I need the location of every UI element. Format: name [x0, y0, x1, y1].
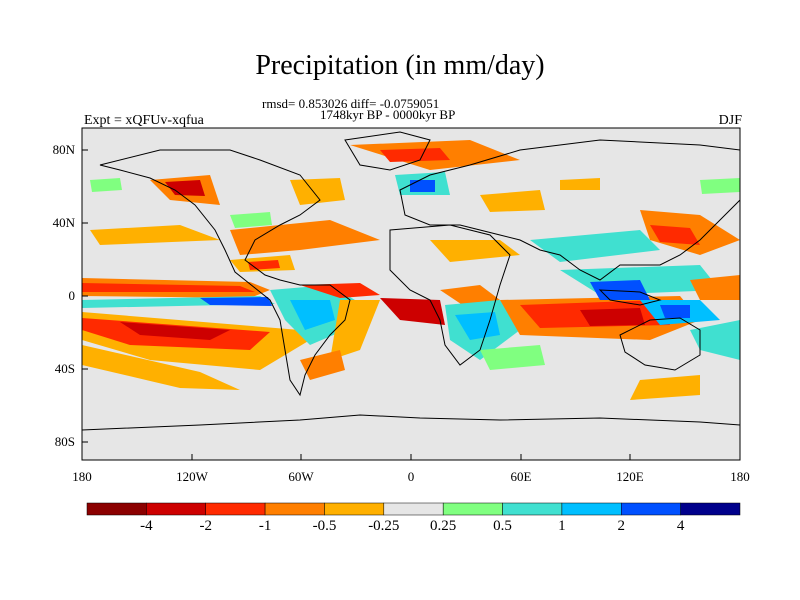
- lat-tick-label: 40N: [52, 215, 75, 230]
- colorbar-label: -0.25: [368, 518, 400, 534]
- indonesia-coastline: [598, 289, 662, 306]
- colorbar-label: -0.5: [312, 518, 337, 534]
- colorbar-swatch: [621, 502, 681, 516]
- lon-tick-label: 60W: [288, 469, 314, 484]
- anomaly-patch: [660, 305, 690, 318]
- anomaly-patch: [300, 350, 345, 380]
- anomaly-patch: [165, 180, 205, 196]
- greenland-coastline: [344, 131, 431, 171]
- lat-tick-label: 0: [68, 288, 76, 303]
- anomaly-patch: [330, 300, 380, 360]
- americas-coastline: [99, 149, 351, 397]
- colorbar-label: 2: [617, 518, 626, 534]
- plot-title: Precipitation (in mm/day): [255, 50, 545, 81]
- stats-line: rmsd= 0.853026 diff= -0.0759051: [262, 96, 440, 111]
- coastlines: [82, 131, 740, 431]
- colorbar-swatch: [146, 502, 206, 516]
- anomaly-patch: [430, 240, 520, 262]
- anomaly-patch: [230, 212, 272, 228]
- colorbar-swatch: [383, 502, 444, 516]
- colorbar-label: 0.25: [430, 518, 457, 534]
- anomaly-patch: [590, 280, 650, 300]
- precip-field: [82, 140, 740, 400]
- lon-tick-label: 180: [72, 469, 92, 484]
- anomaly-patch: [290, 178, 345, 205]
- anomaly-patch: [690, 320, 740, 360]
- colorbar-swatch: [205, 502, 266, 516]
- anomaly-patch: [700, 178, 740, 194]
- lon-tick-label: 120W: [176, 469, 208, 484]
- antarctica-coastline: [82, 414, 740, 431]
- colorbar-swatch: [324, 502, 385, 516]
- anomaly-patch: [82, 283, 255, 292]
- anomaly-patch: [200, 297, 272, 306]
- season-label: DJF: [718, 113, 742, 128]
- colorbar-label: -4: [140, 518, 153, 534]
- anomaly-patch: [290, 300, 335, 330]
- anomaly-patch: [580, 308, 645, 326]
- colorbar-swatch: [442, 502, 503, 516]
- lat-tick-label: 80N: [52, 142, 75, 157]
- anomaly-patch: [560, 178, 600, 190]
- lat-tick-label: 80S: [54, 434, 75, 449]
- anomaly-patch: [230, 220, 380, 255]
- colorbar-swatch: [86, 502, 147, 516]
- colorbar-label: 0.5: [493, 518, 512, 534]
- anomaly-patch: [480, 345, 545, 370]
- anomaly-patch: [120, 322, 230, 340]
- anomaly-patch: [300, 283, 380, 298]
- anomaly-patch: [248, 260, 280, 270]
- anomaly-patch: [630, 375, 700, 400]
- anomaly-patch: [650, 225, 700, 245]
- africa-coastline: [389, 224, 511, 366]
- lon-tick-label: 120E: [616, 469, 644, 484]
- anomaly-patch: [455, 312, 500, 340]
- colorbar-swatch: [561, 502, 622, 516]
- axis-ticks: [81, 149, 741, 460]
- colorbar-label: -2: [199, 518, 212, 534]
- lat-tick-label: 40S: [54, 361, 75, 376]
- australia-coastline: [619, 317, 701, 371]
- experiment-label: Expt = xQFUv-xqfua: [84, 113, 204, 128]
- colorbar-label: 1: [558, 518, 566, 534]
- colorbar: [86, 502, 741, 516]
- period-label: 1748kyr BP - 0000kyr BP: [320, 107, 456, 122]
- lon-tick-label: 0: [407, 469, 415, 484]
- colorbar-swatch: [264, 502, 325, 516]
- anomaly-patch: [480, 190, 545, 212]
- anomaly-patch: [90, 178, 122, 192]
- colorbar-label: -1: [258, 518, 272, 534]
- lon-tick-label: 180: [730, 469, 750, 484]
- anomaly-patch: [690, 275, 740, 300]
- colorbar-swatch: [502, 502, 563, 516]
- anomaly-patch: [380, 148, 450, 162]
- anomaly-patch: [90, 225, 220, 245]
- colorbar-label: 4: [676, 518, 685, 534]
- lon-tick-label: 60E: [510, 469, 532, 484]
- anomaly-patch: [410, 180, 435, 192]
- eurasia-coastline: [399, 139, 740, 281]
- colorbar-swatch: [680, 502, 741, 516]
- anomaly-patch: [530, 230, 660, 262]
- anomaly-patch: [82, 345, 240, 390]
- anomaly-patch: [380, 298, 445, 325]
